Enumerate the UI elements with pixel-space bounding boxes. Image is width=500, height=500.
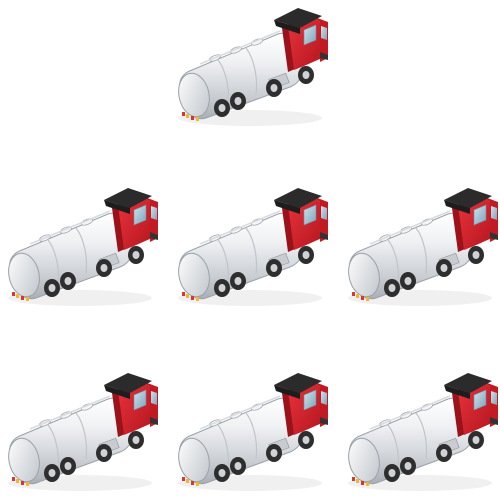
tanker-truck-icon	[170, 180, 330, 310]
tanker-truck-icon	[170, 0, 330, 130]
tanker-truck-icon	[0, 180, 160, 310]
tanker-truck-icon	[340, 180, 500, 310]
tanker-truck-icon	[170, 365, 330, 495]
tanker-truck-icon	[0, 365, 160, 495]
tanker-truck-icon	[340, 365, 500, 495]
